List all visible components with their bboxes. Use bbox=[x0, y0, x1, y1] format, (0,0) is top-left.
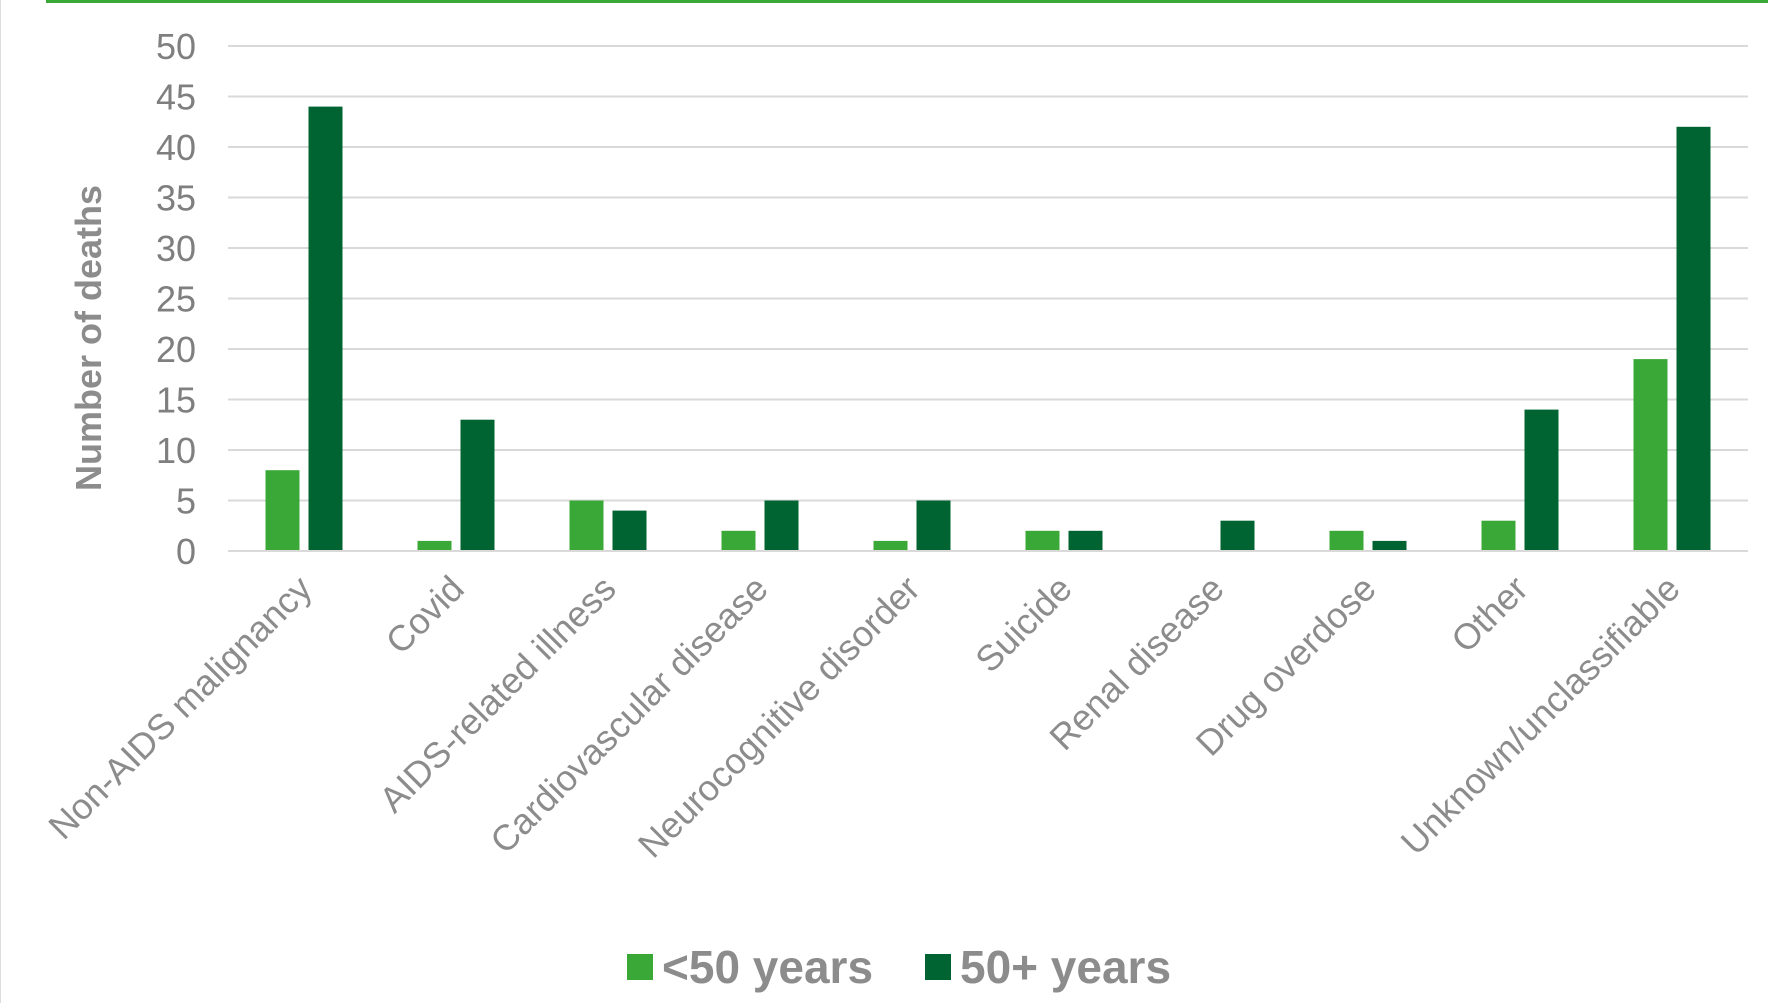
bar-50-plus bbox=[916, 500, 951, 551]
bar-50-plus bbox=[1220, 520, 1255, 551]
bar-under-50 bbox=[569, 500, 604, 551]
y-axis-label: Number of deaths bbox=[68, 185, 109, 491]
bar-under-50 bbox=[873, 540, 908, 551]
y-tick-label: 0 bbox=[176, 531, 196, 572]
bar-50-plus bbox=[1372, 540, 1407, 551]
bar-50-plus bbox=[460, 419, 495, 551]
bar-under-50 bbox=[265, 470, 300, 551]
left-rule bbox=[0, 0, 1, 1003]
bar-50-plus bbox=[1068, 530, 1103, 551]
category-label: Neurocognitive disorder bbox=[630, 568, 928, 866]
legend: <50 years 50+ years bbox=[627, 941, 1171, 993]
bar-under-50 bbox=[721, 530, 756, 551]
legend-swatch bbox=[925, 954, 951, 980]
y-tick-label: 20 bbox=[156, 329, 196, 370]
legend-label: 50+ years bbox=[960, 941, 1171, 993]
y-tick-label: 30 bbox=[156, 228, 196, 269]
y-tick-label: 5 bbox=[176, 481, 196, 522]
bar-50-plus bbox=[764, 500, 799, 551]
y-tick-label: 15 bbox=[156, 380, 196, 421]
bar-under-50 bbox=[1633, 359, 1668, 551]
legend-label: <50 years bbox=[662, 941, 873, 993]
bar-50-plus bbox=[308, 106, 343, 551]
y-tick-label: 50 bbox=[156, 26, 196, 67]
bar-50-plus bbox=[1524, 409, 1559, 551]
y-tick-label: 40 bbox=[156, 127, 196, 168]
y-tick-label: 35 bbox=[156, 178, 196, 219]
bars bbox=[265, 106, 1711, 552]
y-tick-label: 25 bbox=[156, 279, 196, 320]
top-rule bbox=[46, 0, 1768, 3]
y-axis-ticks: 0 5 10 15 20 25 30 35 40 45 50 bbox=[156, 26, 196, 572]
legend-swatch bbox=[627, 954, 653, 980]
bar-under-50 bbox=[417, 540, 452, 551]
category-label: Cardiovascular disease bbox=[482, 568, 776, 862]
gridlines bbox=[228, 45, 1748, 502]
category-label: Other bbox=[1443, 568, 1536, 661]
category-label: Non-AIDS malignancy bbox=[40, 568, 319, 847]
bar-50-plus bbox=[612, 510, 647, 551]
y-tick-label: 45 bbox=[156, 77, 196, 118]
category-label: Suicide bbox=[967, 568, 1079, 680]
bar-under-50 bbox=[1025, 530, 1060, 551]
bar-under-50 bbox=[1329, 530, 1364, 551]
category-label: Covid bbox=[378, 568, 472, 662]
bar-under-50 bbox=[1481, 520, 1516, 551]
category-label: Unknown/unclassifiable bbox=[1393, 568, 1688, 863]
bar-50-plus bbox=[1676, 126, 1711, 552]
y-tick-label: 10 bbox=[156, 430, 196, 471]
